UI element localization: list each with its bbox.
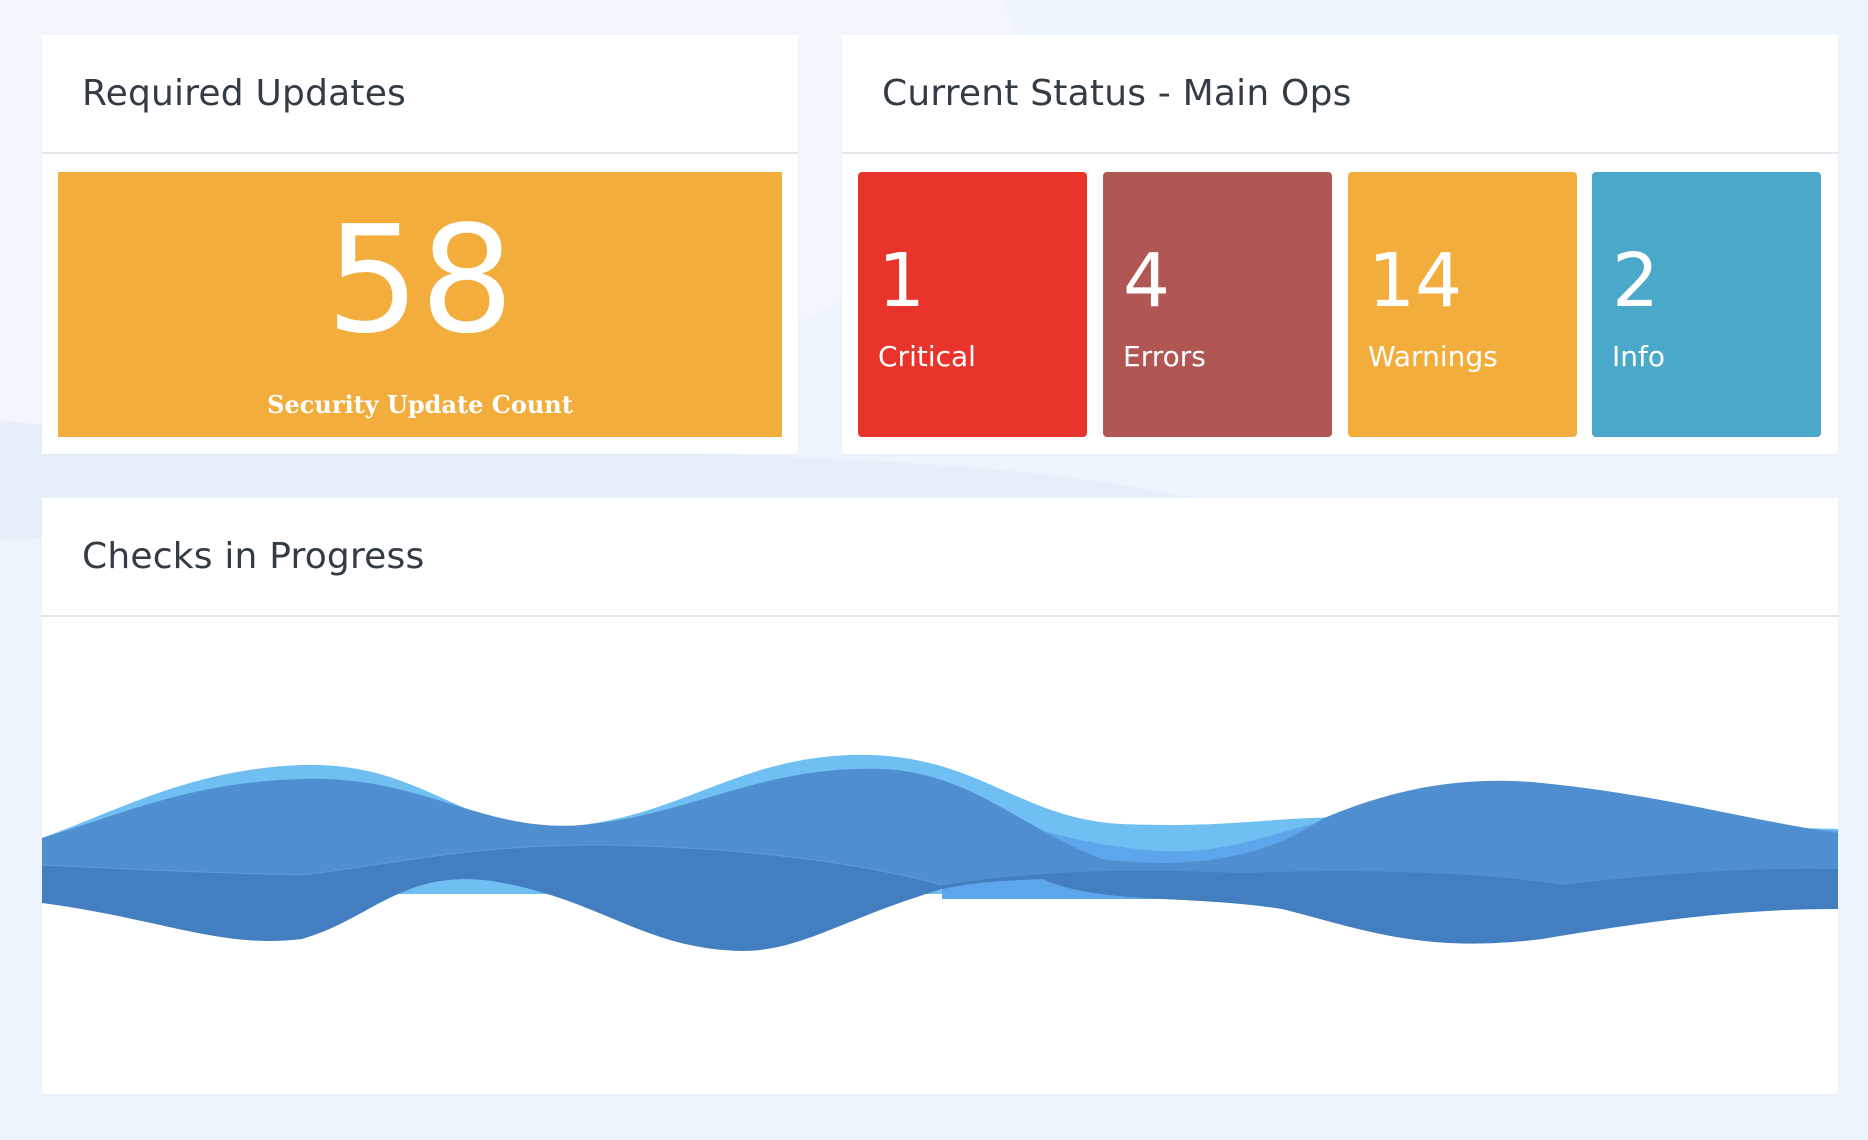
critical-count: 1 — [878, 238, 926, 324]
streamgraph-chart — [42, 754, 1838, 951]
critical-label: Critical — [878, 340, 976, 373]
required-updates-title: Required Updates — [82, 73, 407, 114]
required-updates-panel: Required Updates 58 Security Update Coun… — [42, 35, 798, 454]
warnings-count: 14 — [1368, 238, 1463, 324]
status-tile-critical[interactable]: 1 Critical — [858, 172, 1087, 437]
security-update-tile[interactable]: 58 Security Update Count — [58, 172, 782, 437]
stream-layer-bottom — [42, 845, 1838, 951]
required-updates-header: Required Updates — [42, 35, 798, 154]
security-update-count: 58 — [325, 194, 515, 366]
stream-layer-main — [42, 768, 1838, 885]
security-update-label: Security Update Count — [267, 390, 573, 419]
current-status-panel: Current Status - Main Ops 1 Critical 4 E… — [842, 35, 1838, 454]
info-count: 2 — [1612, 238, 1660, 324]
errors-count: 4 — [1123, 238, 1171, 324]
checks-in-progress-title: Checks in Progress — [82, 536, 425, 577]
warnings-label: Warnings — [1368, 340, 1498, 373]
info-label: Info — [1612, 340, 1665, 373]
stream-seam-line — [42, 844, 943, 886]
checks-in-progress-header: Checks in Progress — [42, 498, 1838, 617]
errors-label: Errors — [1123, 340, 1206, 373]
status-tile-errors[interactable]: 4 Errors — [1103, 172, 1332, 437]
current-status-header: Current Status - Main Ops — [842, 35, 1838, 154]
current-status-title: Current Status - Main Ops — [882, 73, 1352, 114]
status-tile-warnings[interactable]: 14 Warnings — [1348, 172, 1577, 437]
checks-in-progress-panel: Checks in Progress — [42, 498, 1838, 1094]
status-tile-info[interactable]: 2 Info — [1592, 172, 1821, 437]
